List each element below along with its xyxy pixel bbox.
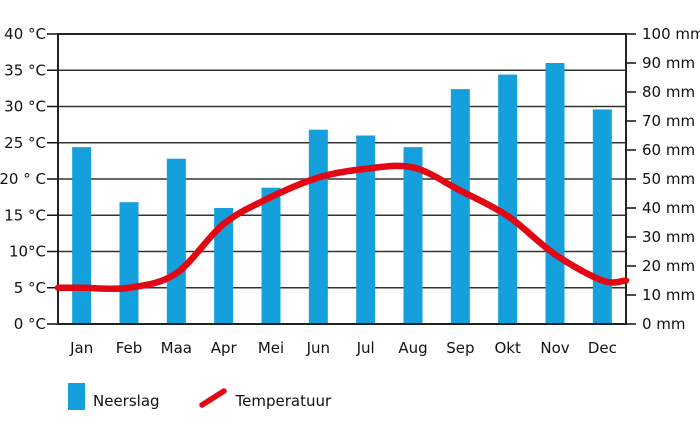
- month-label: Okt: [494, 339, 520, 357]
- month-label: Sep: [446, 339, 474, 357]
- right-axis-label: 100 mm: [642, 25, 700, 43]
- right-axis-label: 60 mm: [642, 141, 695, 159]
- precipitation-bar: [592, 109, 612, 325]
- right-axis-label: 40 mm: [642, 199, 695, 217]
- right-axis-label: 90 mm: [642, 54, 695, 72]
- right-axis-label: 10 mm: [642, 286, 695, 304]
- left-axis-label: 10°C: [9, 243, 46, 261]
- right-axis-label: 70 mm: [642, 112, 695, 130]
- right-axis-label: 0 mm: [642, 315, 686, 333]
- precipitation-bar: [403, 147, 423, 324]
- precipitation-bar: [498, 74, 518, 324]
- plot-border: [57, 33, 627, 325]
- precipitation-bar: [261, 187, 281, 324]
- legend: Neerslag Temperatuur: [68, 380, 331, 410]
- right-axis-labels: 100 mm 90 mm 80 mm 70 mm 60 mm 50 mm 40 mm 30 m…: [642, 25, 700, 333]
- right-axis-label: 30 mm: [642, 228, 695, 246]
- left-axis-label: 25 °C: [4, 134, 46, 152]
- temperature-swatch: [198, 388, 227, 408]
- left-axis-label: 30 °C: [4, 98, 46, 116]
- precipitation-bar: [214, 208, 234, 324]
- month-labels: Jan Feb Maa Apr Mei Jun Jul Aug Sep Okt Nov Dec: [69, 339, 617, 357]
- right-axis-label: 80 mm: [642, 83, 695, 101]
- legend-item-temperatuur: Temperatuur: [198, 386, 332, 410]
- month-label: Aug: [398, 339, 427, 357]
- left-axis-label: 0 °C: [14, 315, 46, 333]
- right-axis-label: 20 mm: [642, 257, 695, 275]
- month-label: Nov: [540, 339, 569, 357]
- precipitation-bar: [166, 158, 186, 324]
- month-label: Jul: [356, 339, 375, 357]
- month-label: Maa: [161, 339, 192, 357]
- left-axis-label: 35 °C: [4, 61, 46, 79]
- left-axis-ticks: [47, 33, 58, 325]
- month-label: Jan: [69, 339, 93, 357]
- left-axis-label: 15 °C: [4, 206, 46, 224]
- legend-label-temperatuur: Temperatuur: [235, 392, 332, 410]
- left-axis-label: 5 °C: [14, 279, 46, 297]
- gridlines: [58, 33, 626, 325]
- precipitation-bar: [308, 129, 328, 324]
- precipitation-swatch: [68, 383, 85, 410]
- month-label: Jun: [306, 339, 330, 357]
- left-axis-labels: 40 °C 35 °C 30 °C 25 °C 20 ° C 15 °C 10°C 5 °C 0…: [0, 25, 46, 333]
- right-axis-ticks: [626, 33, 636, 325]
- precipitation-bar: [119, 202, 139, 324]
- month-label: Dec: [588, 339, 617, 357]
- precipitation-bar: [356, 135, 376, 324]
- right-axis-label: 50 mm: [642, 170, 695, 188]
- month-label: Feb: [116, 339, 143, 357]
- precipitation-bar: [72, 147, 92, 324]
- legend-label-neerslag: Neerslag: [93, 392, 160, 410]
- precipitation-bar: [450, 89, 470, 324]
- left-axis-label: 40 °C: [4, 25, 46, 43]
- month-label: Apr: [211, 339, 238, 357]
- legend-item-neerslag: Neerslag: [68, 383, 160, 410]
- month-label: Mei: [258, 339, 284, 357]
- temperature-line: [54, 162, 630, 293]
- precipitation-bar: [545, 63, 565, 324]
- left-axis-label: 20 ° C: [0, 170, 46, 188]
